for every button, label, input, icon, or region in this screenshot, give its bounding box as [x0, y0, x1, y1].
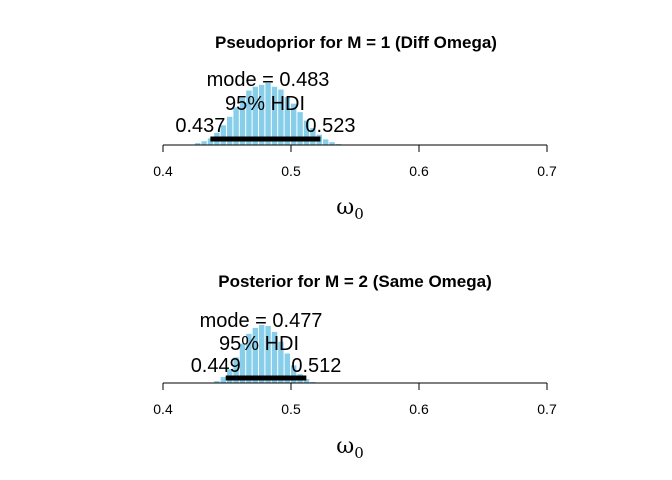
hdi-low-label: 0.449 [191, 355, 241, 377]
histogram-bar [233, 107, 239, 145]
histogram-bar [201, 141, 207, 145]
x-tick-label: 0.6 [409, 401, 429, 417]
hdi-label: 95% HDI [225, 93, 305, 115]
histogram-bar [278, 89, 284, 145]
histogram-bar [214, 381, 220, 383]
histogram-bar [259, 84, 265, 145]
histogram-bar [271, 86, 278, 145]
hdi-high-label: 0.523 [305, 115, 355, 137]
x-axis-label-subscript: 0 [354, 444, 364, 462]
x-axis-label: ω0 [336, 195, 364, 223]
histogram-bar [303, 120, 310, 145]
x-axis-label-subscript: 0 [354, 205, 364, 223]
x-axis-label-symbol: ω [336, 434, 354, 459]
histogram-bar [278, 341, 284, 383]
x-tick-label: 0.6 [409, 163, 429, 179]
x-axis-label-symbol: ω [336, 195, 354, 220]
x-tick-label: 0.5 [281, 401, 301, 417]
histogram-bar [246, 90, 252, 145]
histogram-bar [329, 142, 335, 145]
histogram-bar [265, 325, 271, 383]
x-axis: 0.4 0.5 0.6 0.7 [153, 382, 557, 417]
chart-title: Posterior for M = 2 (Same Omega) [218, 272, 492, 291]
histogram-bar [291, 365, 297, 383]
histogram-bar [252, 86, 258, 145]
histogram-bar [239, 343, 246, 383]
x-axis: 0.4 0.5 0.6 0.7 [153, 144, 557, 179]
hdi-low-label: 0.437 [175, 115, 225, 137]
x-tick-label: 0.4 [153, 401, 173, 417]
histogram-bar [284, 353, 290, 383]
panel-posterior: Posterior for M = 2 (Same Omega) mode = … [153, 272, 557, 462]
hdi-label: 95% HDI [219, 333, 299, 355]
histogram-bar [227, 116, 233, 145]
x-tick-label: 0.7 [537, 401, 557, 417]
histogram-bar [297, 112, 303, 145]
histogram-bar [291, 103, 297, 145]
histogram-bar [195, 143, 201, 145]
histogram-bar [246, 333, 252, 383]
histogram-bar [303, 379, 310, 383]
x-tick-label: 0.4 [153, 163, 173, 179]
histogram-bar [323, 139, 329, 145]
hdi-high-label: 0.512 [291, 355, 341, 377]
panel-pseudoprior: Pseudoprior for M = 1 (Diff Omega) mode … [153, 33, 557, 223]
x-tick-label: 0.5 [281, 163, 301, 179]
histogram-bar [271, 331, 278, 383]
histogram-bar [239, 98, 246, 145]
histogram-bar [233, 357, 239, 383]
histogram-bar [284, 97, 290, 145]
mode-label: mode = 0.483 [207, 69, 330, 91]
histogram-bar [207, 138, 214, 145]
x-tick-label: 0.7 [537, 163, 557, 179]
histogram-bar [220, 125, 226, 145]
histogram-bar [220, 377, 226, 383]
chart-title: Pseudoprior for M = 1 (Diff Omega) [215, 33, 497, 52]
histogram-bar [265, 83, 271, 145]
x-axis-label: ω0 [336, 434, 364, 462]
mode-label: mode = 0.477 [200, 310, 323, 332]
histogram-bar [252, 327, 258, 383]
histogram-bar [259, 325, 265, 383]
